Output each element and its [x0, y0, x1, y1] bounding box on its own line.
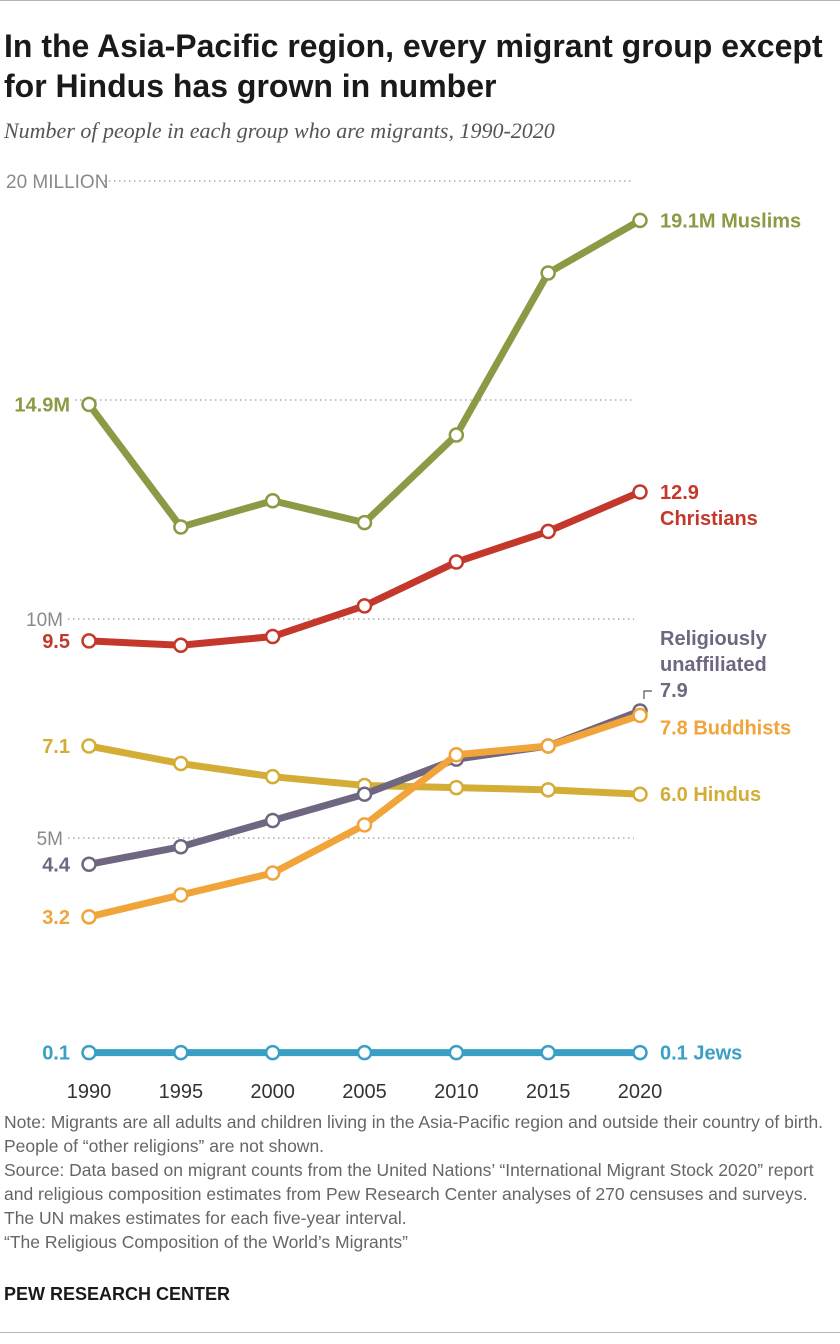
x-tick-label-2000: 2000: [250, 1081, 295, 1103]
data-point-hindus-1995: [173, 755, 189, 772]
chart-notes: Note: Migrants are all adults and childr…: [4, 1110, 834, 1254]
chart-title: In the Asia-Pacific region, every migran…: [4, 28, 823, 104]
data-point-buddhists-2005: [356, 817, 373, 833]
series-jews: [81, 1044, 648, 1061]
end-label-jews-0: 0.1 Jews: [660, 1043, 742, 1065]
x-tick-label-2010: 2010: [434, 1081, 479, 1103]
data-point-muslims-1995: [173, 519, 189, 535]
data-point-buddhists-2020: [632, 707, 648, 724]
data-point-buddhists-2015: [540, 738, 556, 754]
series-buddhists: [81, 707, 648, 925]
data-point-hindus-2000: [264, 768, 281, 785]
data-point-buddhists-2000: [264, 865, 281, 881]
end-label-christians-0: 12.9: [660, 482, 699, 504]
data-point-muslims-1990: [81, 396, 97, 413]
series-line-buddhists: [85, 711, 644, 921]
data-point-jews-2010: [448, 1044, 465, 1061]
x-tick-label-1995: 1995: [159, 1081, 204, 1103]
chart-subtitle: Number of people in each group who are m…: [4, 118, 555, 143]
data-point-christians-2000: [264, 628, 281, 645]
series-muslims: [81, 212, 648, 535]
data-point-buddhists-1990: [81, 909, 97, 925]
bottom-rule: [0, 1332, 840, 1333]
data-point-unaffiliated-2005: [356, 786, 373, 802]
end-label-unaffiliated-2: 7.9: [660, 680, 688, 702]
data-point-hindus-2010: [448, 779, 465, 796]
series-christians: [81, 484, 648, 654]
end-label-unaffiliated-1: unaffiliated: [660, 654, 767, 676]
data-point-hindus-2015: [540, 782, 556, 798]
data-point-jews-1990: [81, 1044, 97, 1061]
data-point-unaffiliated-2000: [264, 812, 281, 829]
y-tick-label-10: 10M: [26, 610, 63, 631]
end-label-unaffiliated-0: Religiously: [660, 628, 768, 650]
data-point-christians-2020: [632, 484, 648, 500]
start-label-unaffiliated: 4.4: [42, 854, 71, 876]
data-point-unaffiliated-1990: [81, 856, 97, 873]
data-point-jews-2015: [540, 1044, 556, 1061]
x-tick-label-2015: 2015: [526, 1081, 571, 1103]
data-point-buddhists-1995: [173, 887, 189, 903]
line-chart: 20 MILLION 10M 5M 1990 1995 2000 2005 2010 2015 2…: [6, 172, 801, 1103]
end-label-muslims-0: 19.1M Muslims: [660, 210, 801, 232]
y-tick-label-5: 5M: [37, 829, 63, 850]
series-line-muslims: [85, 216, 644, 531]
data-point-jews-2000: [264, 1044, 281, 1061]
data-point-muslims-2010: [448, 427, 465, 443]
start-label-christians: 9.5: [42, 631, 70, 653]
source-text: Source: Data based on migrant counts fro…: [4, 1160, 814, 1228]
data-point-muslims-2005: [356, 514, 373, 531]
report-title: “The Religious Composition of the World’…: [4, 1232, 408, 1252]
data-point-jews-2005: [356, 1044, 373, 1061]
data-point-christians-2015: [540, 523, 556, 540]
y-tick-label-20: 20 MILLION: [6, 172, 108, 193]
start-label-muslims: 14.9M: [14, 394, 70, 416]
data-point-unaffiliated-1995: [173, 839, 189, 855]
data-point-christians-1995: [173, 637, 189, 654]
data-point-jews-2020: [632, 1044, 648, 1061]
top-rule: [0, 0, 840, 1]
x-tick-label-2020: 2020: [618, 1081, 663, 1103]
note-text: Note: Migrants are all adults and childr…: [4, 1112, 824, 1156]
data-point-christians-2010: [448, 554, 465, 570]
x-tick-label-1990: 1990: [67, 1081, 112, 1103]
data-point-hindus-2020: [632, 786, 648, 802]
end-label-hindus-0: 6.0 Hindus: [660, 784, 761, 806]
data-point-muslims-2000: [264, 492, 281, 509]
data-point-jews-1995: [173, 1044, 189, 1061]
data-point-muslims-2020: [632, 212, 648, 229]
brand-footer: PEW RESEARCH CENTER: [4, 1284, 231, 1304]
data-point-hindus-1990: [81, 738, 97, 754]
data-point-buddhists-2010: [448, 747, 465, 763]
data-point-muslims-2015: [540, 265, 556, 281]
start-label-buddhists: 3.2: [42, 907, 70, 929]
x-tick-label-2005: 2005: [342, 1081, 387, 1103]
start-label-hindus: 7.1: [42, 736, 70, 758]
end-label-buddhists-0: 7.8 Buddhists: [660, 717, 791, 739]
unaffiliated-leader: [643, 690, 652, 699]
data-point-christians-2005: [356, 598, 373, 614]
start-label-jews: 0.1: [42, 1043, 70, 1065]
data-point-christians-1990: [81, 633, 97, 649]
end-label-christians-1: Christians: [660, 508, 758, 530]
